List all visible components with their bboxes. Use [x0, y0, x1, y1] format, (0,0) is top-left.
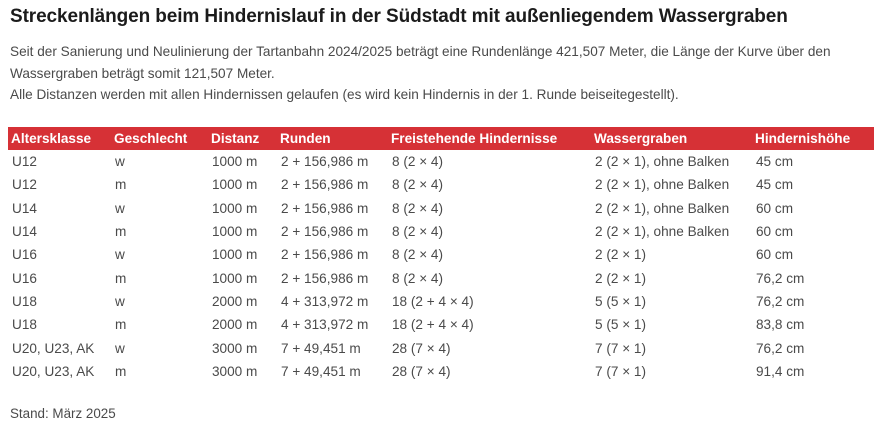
cell-altersklasse: U12 [12, 154, 37, 170]
cell-geschlecht: w [115, 247, 125, 263]
table-row: U16 w 1000 m 2 + 156,986 m 8 (2 × 4) 2 (2 × 1… [8, 243, 874, 266]
table-row: U12 w 1000 m 2 + 156,986 m 8 (2 × 4) 2 (2 × 1… [8, 150, 874, 173]
cell-runden: 2 + 156,986 m [281, 200, 369, 216]
cell-wassergraben: 2 (2 × 1), ohne Balken [595, 224, 730, 240]
intro-text: Seit der Sanierung und Neulinierung der … [10, 41, 870, 106]
cell-distanz: 1000 m [212, 224, 258, 240]
table-row: U14 m 1000 m 2 + 156,986 m 8 (2 × 4) 2 (2 × 1… [8, 220, 874, 243]
cell-runden: 2 + 156,986 m [281, 224, 369, 240]
cell-hindernishoehe: 76,2 cm [756, 293, 805, 309]
cell-hindernisse: 8 (2 × 4) [392, 224, 444, 240]
cell-wassergraben: 7 (7 × 1) [595, 340, 647, 356]
intro-paragraph-1: Seit der Sanierung und Neulinierung der … [10, 44, 831, 81]
cell-runden: 7 + 49,451 m [281, 363, 361, 379]
cell-hindernishoehe: 60 cm [756, 200, 794, 216]
cell-hindernishoehe: 83,8 cm [756, 317, 805, 333]
cell-hindernisse: 8 (2 × 4) [392, 177, 444, 193]
distance-table: Altersklasse Geschlecht Distanz Runden F… [8, 127, 874, 383]
cell-hindernisse: 8 (2 × 4) [392, 154, 444, 170]
cell-altersklasse: U20, U23, AK [12, 340, 95, 356]
cell-hindernishoehe: 60 cm [756, 247, 794, 263]
cell-hindernishoehe: 60 cm [756, 224, 794, 240]
cell-hindernisse: 18 (2 + 4 × 4) [392, 317, 474, 333]
cell-runden: 2 + 156,986 m [281, 247, 369, 263]
cell-hindernishoehe: 76,2 cm [756, 270, 805, 286]
cell-distanz: 1000 m [212, 154, 258, 170]
table-row: U18 m 2000 m 4 + 313,972 m 18 (2 + 4 × 4) 5 (… [8, 313, 874, 336]
header-runden: Runden [280, 131, 331, 146]
header-distanz: Distanz [211, 131, 260, 146]
cell-altersklasse: U14 [12, 200, 37, 216]
cell-geschlecht: m [115, 317, 127, 333]
cell-wassergraben: 2 (2 × 1) [595, 247, 647, 263]
cell-altersklasse: U14 [12, 224, 37, 240]
cell-hindernisse: 8 (2 × 4) [392, 247, 444, 263]
cell-geschlecht: m [115, 363, 127, 379]
table-row: U14 w 1000 m 2 + 156,986 m 8 (2 × 4) 2 (2 × 1… [8, 197, 874, 220]
cell-wassergraben: 5 (5 × 1) [595, 293, 647, 309]
cell-runden: 2 + 156,986 m [281, 177, 369, 193]
page-title: Streckenlängen beim Hindernislauf in der… [10, 6, 788, 27]
cell-wassergraben: 7 (7 × 1) [595, 363, 647, 379]
cell-hindernisse: 18 (2 + 4 × 4) [392, 293, 474, 309]
table-body: U12 w 1000 m 2 + 156,986 m 8 (2 × 4) 2 (2 × 1… [8, 150, 874, 383]
cell-hindernishoehe: 45 cm [756, 154, 794, 170]
cell-distanz: 1000 m [212, 247, 258, 263]
cell-altersklasse: U20, U23, AK [12, 363, 95, 379]
cell-hindernisse: 8 (2 × 4) [392, 270, 444, 286]
table-row: U18 w 2000 m 4 + 313,972 m 18 (2 + 4 × 4) 5 (… [8, 290, 874, 313]
cell-geschlecht: w [115, 200, 125, 216]
cell-wassergraben: 5 (5 × 1) [595, 317, 647, 333]
cell-runden: 2 + 156,986 m [281, 154, 369, 170]
cell-distanz: 1000 m [212, 270, 258, 286]
cell-distanz: 1000 m [212, 177, 258, 193]
footer-date: Stand: März 2025 [10, 406, 116, 421]
table-header-row: Altersklasse Geschlecht Distanz Runden F… [8, 127, 874, 150]
cell-geschlecht: w [115, 293, 125, 309]
cell-altersklasse: U16 [12, 247, 37, 263]
cell-wassergraben: 2 (2 × 1), ohne Balken [595, 200, 730, 216]
cell-geschlecht: w [115, 154, 125, 170]
cell-hindernishoehe: 91,4 cm [756, 363, 805, 379]
cell-hindernisse: 28 (7 × 4) [392, 363, 451, 379]
header-altersklasse: Altersklasse [11, 131, 92, 146]
cell-wassergraben: 2 (2 × 1) [595, 270, 647, 286]
cell-wassergraben: 2 (2 × 1), ohne Balken [595, 177, 730, 193]
cell-altersklasse: U18 [12, 293, 37, 309]
cell-runden: 4 + 313,972 m [281, 293, 369, 309]
cell-runden: 2 + 156,986 m [281, 270, 369, 286]
cell-hindernisse: 28 (7 × 4) [392, 340, 451, 356]
intro-paragraph-2: Alle Distanzen werden mit allen Hinderni… [10, 87, 679, 102]
cell-wassergraben: 2 (2 × 1), ohne Balken [595, 154, 730, 170]
table-row: U16 m 1000 m 2 + 156,986 m 8 (2 × 4) 2 (2 × 1… [8, 266, 874, 289]
cell-hindernishoehe: 76,2 cm [756, 340, 805, 356]
table-row: U20, U23, AK m 3000 m 7 + 49,451 m 28 (7 × 4… [8, 360, 874, 383]
table-row: U12 m 1000 m 2 + 156,986 m 8 (2 × 4) 2 (2 × 1… [8, 173, 874, 196]
cell-altersklasse: U12 [12, 177, 37, 193]
header-geschlecht: Geschlecht [114, 131, 188, 146]
table-header: Altersklasse Geschlecht Distanz Runden F… [8, 127, 874, 150]
cell-runden: 4 + 313,972 m [281, 317, 369, 333]
cell-distanz: 1000 m [212, 200, 258, 216]
cell-hindernishoehe: 45 cm [756, 177, 794, 193]
header-hindernishoehe: Hindernishöhe [755, 131, 851, 146]
cell-altersklasse: U18 [12, 317, 37, 333]
header-freistehende-hindernisse: Freistehende Hindernisse [391, 131, 558, 146]
header-wassergraben: Wassergraben [594, 131, 688, 146]
cell-runden: 7 + 49,451 m [281, 340, 361, 356]
cell-altersklasse: U16 [12, 270, 37, 286]
table-row: U20, U23, AK w 3000 m 7 + 49,451 m 28 (7 × 4… [8, 336, 874, 359]
cell-distanz: 2000 m [212, 293, 258, 309]
cell-distanz: 3000 m [212, 340, 258, 356]
cell-hindernisse: 8 (2 × 4) [392, 200, 444, 216]
cell-geschlecht: m [115, 177, 127, 193]
cell-distanz: 3000 m [212, 363, 258, 379]
cell-geschlecht: m [115, 224, 127, 240]
cell-geschlecht: w [115, 340, 125, 356]
cell-geschlecht: m [115, 270, 127, 286]
cell-distanz: 2000 m [212, 317, 258, 333]
